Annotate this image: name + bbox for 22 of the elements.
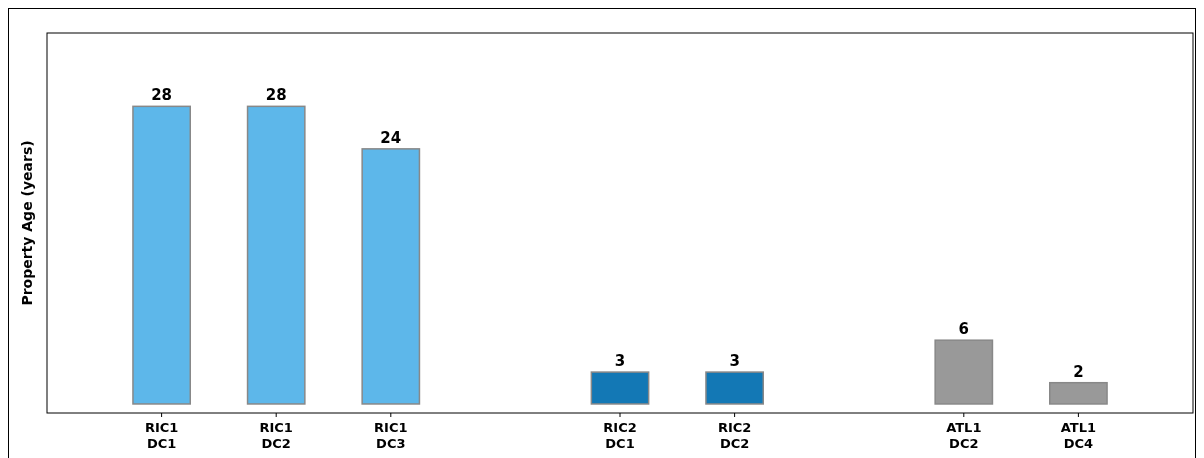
bar (246, 105, 306, 405)
bar (361, 148, 421, 405)
data-label: 3 (729, 352, 740, 371)
data-label: 28 (265, 86, 287, 105)
x-tick-label: RIC2 DC1 (603, 420, 637, 451)
data-label: 2 (1073, 362, 1084, 381)
bar (590, 371, 650, 405)
data-label: 24 (380, 128, 402, 147)
x-tick-label: RIC1 DC2 (259, 420, 293, 451)
bar (1049, 381, 1108, 405)
data-label: 3 (614, 352, 626, 371)
x-tick-label: ATL1 DC2 (946, 420, 982, 451)
data-label: 6 (958, 320, 970, 339)
data-label: 28 (151, 86, 173, 105)
x-tick-label: ATL1 DC4 (1060, 420, 1097, 451)
x-tick-label: RIC2 DC2 (717, 420, 752, 451)
bar (934, 339, 994, 405)
x-tick-label: RIC1 DC3 (374, 420, 408, 451)
bar (132, 105, 191, 405)
x-tick-label: RIC1 DC1 (144, 420, 179, 451)
y-axis-title: Property Age (years) (19, 140, 35, 306)
bar (705, 371, 764, 405)
